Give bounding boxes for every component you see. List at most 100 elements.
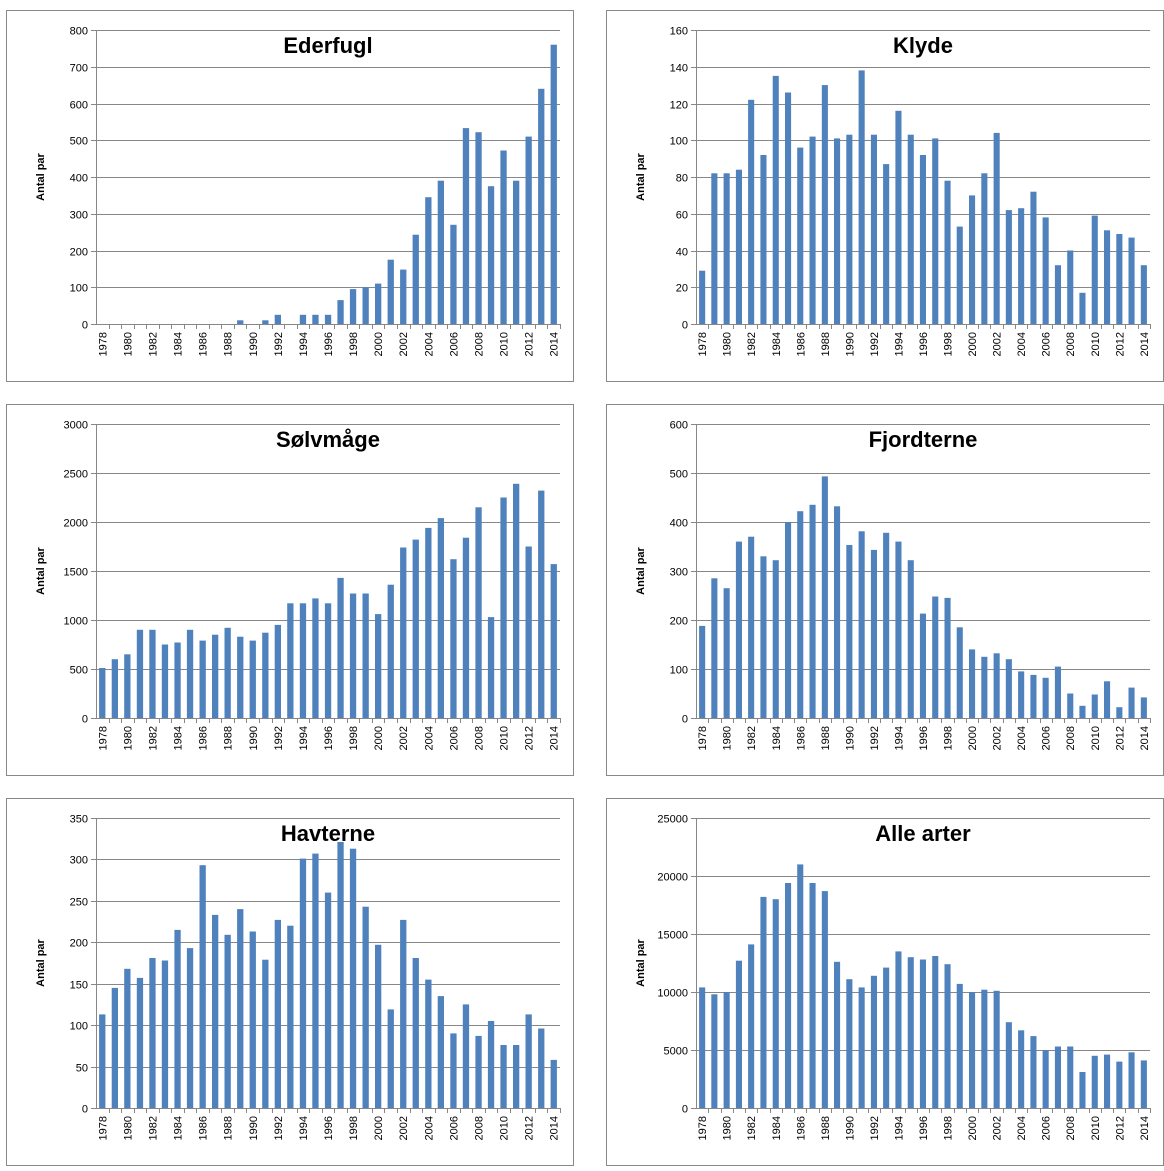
bar-ederfugl-2003 xyxy=(412,234,419,324)
bar-havterne-2014 xyxy=(550,1059,557,1108)
bar-havterne-1982 xyxy=(149,958,156,1108)
x-tick-label: 2014 xyxy=(1139,726,1151,750)
y-tick-label: 15000 xyxy=(657,930,688,942)
bar-solvmage-1987 xyxy=(212,634,219,718)
bar-alle-arter-1979 xyxy=(711,994,718,1108)
y-tick-label: 200 xyxy=(670,616,688,628)
bar-solvmage-1995 xyxy=(312,598,319,718)
x-tick-label: 2000 xyxy=(967,726,979,750)
bar-fjordterne-2009 xyxy=(1079,705,1086,719)
bar-klyde-1993 xyxy=(883,164,890,324)
bar-alle-arter-1997 xyxy=(932,956,939,1108)
bar-havterne-1990 xyxy=(249,931,256,1108)
y-tick-label: 350 xyxy=(70,814,88,826)
bar-alle-arter-1995 xyxy=(907,957,914,1108)
y-tick-label: 10000 xyxy=(657,988,688,1000)
bar-solvmage-1989 xyxy=(237,636,244,718)
chart-title: Klyde xyxy=(893,33,953,58)
x-tick-label: 1996 xyxy=(323,726,335,750)
x-tick-label: 2010 xyxy=(1090,332,1102,356)
bar-havterne-2011 xyxy=(513,1045,520,1108)
y-tick-label: 5000 xyxy=(664,1046,688,1058)
x-tick-label: 2004 xyxy=(423,726,435,750)
x-tick-label: 1992 xyxy=(273,726,285,750)
bar-ederfugl-2014 xyxy=(550,44,557,324)
bar-klyde-2010 xyxy=(1091,215,1098,324)
y-tick-label: 100 xyxy=(70,1021,88,1033)
x-tick-label: 2002 xyxy=(398,1116,410,1140)
y-tick-label: 200 xyxy=(70,247,88,259)
bar-klyde-1983 xyxy=(760,155,767,324)
bar-havterne-1992 xyxy=(274,919,281,1108)
x-tick-label: 1990 xyxy=(248,1116,260,1140)
bar-fjordterne-2011 xyxy=(1104,681,1111,719)
x-tick-label: 1986 xyxy=(795,332,807,356)
bar-klyde-1980 xyxy=(723,173,730,324)
bar-klyde-2011 xyxy=(1104,230,1111,324)
bar-ederfugl-2012 xyxy=(525,136,532,324)
bar-klyde-2000 xyxy=(969,195,976,324)
bar-alle-arter-1985 xyxy=(785,883,792,1108)
bar-klyde-1978 xyxy=(699,270,706,324)
bar-alle-arter-1984 xyxy=(772,899,779,1108)
x-tick-label: 1988 xyxy=(223,726,235,750)
bar-klyde-2012 xyxy=(1116,234,1123,324)
y-tick-label: 0 xyxy=(82,320,88,332)
x-tick-label: 1996 xyxy=(918,726,930,750)
x-tick-label: 1980 xyxy=(722,332,734,356)
y-tick-label: 250 xyxy=(70,897,88,909)
bar-solvmage-1982 xyxy=(149,629,156,718)
bar-klyde-2001 xyxy=(981,173,988,324)
x-tick-label: 2008 xyxy=(474,332,486,356)
x-tick-label: 1982 xyxy=(746,726,758,750)
bar-ederfugl-2004 xyxy=(425,197,432,324)
bar-ederfugl-2008 xyxy=(475,132,482,324)
bar-solvmage-1997 xyxy=(337,577,344,718)
bar-solvmage-1981 xyxy=(136,629,144,718)
x-tick-label: 1988 xyxy=(820,726,832,750)
x-tick-label: 1986 xyxy=(198,1116,210,1140)
x-tick-label: 1994 xyxy=(298,332,310,356)
bar-klyde-1990 xyxy=(846,134,853,324)
bar-klyde-2002 xyxy=(993,132,1000,324)
x-tick-label: 1982 xyxy=(147,332,159,356)
bar-ederfugl-1992 xyxy=(274,314,281,324)
x-tick-label: 1978 xyxy=(97,726,109,750)
bar-fjordterne-1988 xyxy=(821,476,828,718)
y-tick-label: 50 xyxy=(76,1063,88,1075)
y-tick-label: 500 xyxy=(70,665,88,677)
bar-havterne-2013 xyxy=(538,1028,545,1108)
chart-panel-solvmage: 0 500 1000 1500 2000 2500 3000 1978 1980 1982 1984… xyxy=(6,404,574,781)
x-tick-label: 2010 xyxy=(499,332,511,356)
bar-solvmage-1979 xyxy=(111,659,118,718)
bar-fjordterne-1983 xyxy=(760,556,767,718)
x-tick-label: 1994 xyxy=(298,726,310,750)
bar-klyde-1989 xyxy=(834,138,841,324)
x-tick-label: 2006 xyxy=(1041,332,1053,356)
bar-alle-arter-2008 xyxy=(1067,1046,1074,1108)
bar-fjordterne-1991 xyxy=(858,531,865,718)
x-tick-label: 1984 xyxy=(771,332,783,356)
bar-solvmage-1984 xyxy=(174,642,181,718)
x-tick-label: 2006 xyxy=(1041,726,1053,750)
x-tick-label: 2012 xyxy=(524,1116,536,1140)
x-tick-label: 2012 xyxy=(524,332,536,356)
chart-title: Ederfugl xyxy=(283,33,372,58)
bar-havterne-2010 xyxy=(500,1045,507,1108)
bar-alle-arter-1992 xyxy=(870,975,877,1108)
chart-panel-ederfugl: 0 100 200 300 400 500 600 700 800 1978 1980 1982 198… xyxy=(6,10,574,387)
chart-frame xyxy=(6,404,574,776)
bar-ederfugl-1996 xyxy=(324,314,332,324)
bar-havterne-1988 xyxy=(224,934,231,1108)
bar-havterne-2005 xyxy=(437,996,444,1108)
y-tick-label: 300 xyxy=(670,567,688,579)
x-tick-label: 1980 xyxy=(722,1116,734,1140)
bar-klyde-1982 xyxy=(748,99,755,324)
y-axis-label: Antal par xyxy=(635,546,647,594)
y-tick-label: 0 xyxy=(682,320,688,332)
y-tick-label: 700 xyxy=(70,63,88,75)
bar-fjordterne-1993 xyxy=(883,532,890,718)
bar-ederfugl-2002 xyxy=(400,269,407,324)
bar-ederfugl-2001 xyxy=(387,259,394,324)
bar-klyde-2009 xyxy=(1079,292,1086,324)
